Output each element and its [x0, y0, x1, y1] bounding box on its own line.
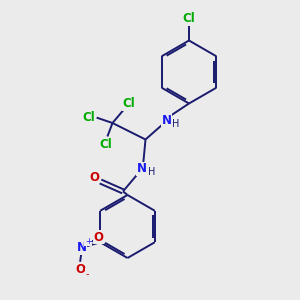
Text: O: O [89, 171, 99, 184]
Text: O: O [75, 263, 85, 276]
Text: N: N [76, 241, 87, 254]
Text: -: - [86, 269, 89, 279]
Text: N: N [161, 113, 172, 127]
Text: H: H [172, 118, 180, 129]
Text: O: O [93, 231, 103, 244]
Text: Cl: Cl [183, 12, 195, 26]
Text: +: + [85, 236, 92, 245]
Text: Cl: Cl [123, 97, 135, 110]
Text: Cl: Cl [100, 138, 112, 151]
Text: N: N [136, 162, 147, 175]
Text: H: H [148, 167, 155, 177]
Text: Cl: Cl [82, 111, 95, 124]
